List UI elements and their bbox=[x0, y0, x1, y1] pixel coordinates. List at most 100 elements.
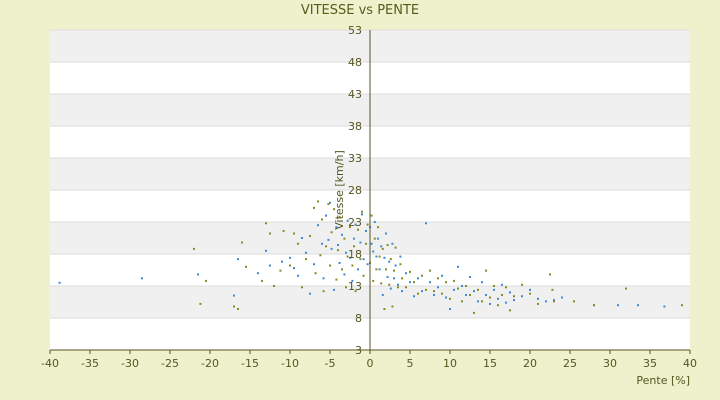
data-point-olive bbox=[593, 304, 595, 307]
y-tick-label: 18 bbox=[348, 248, 362, 261]
data-point-olive bbox=[297, 242, 299, 245]
data-point-olive bbox=[313, 206, 315, 209]
data-point-blue bbox=[388, 260, 391, 263]
data-point-olive bbox=[453, 279, 455, 282]
x-tick-label: 20 bbox=[523, 357, 537, 370]
data-point-olive bbox=[338, 215, 341, 218]
data-point-blue bbox=[357, 268, 359, 271]
data-point-blue bbox=[421, 290, 423, 293]
data-point-blue bbox=[197, 273, 199, 276]
data-point-olive bbox=[321, 218, 323, 221]
data-point-olive bbox=[193, 247, 195, 250]
data-point-olive bbox=[349, 226, 351, 229]
data-point-olive bbox=[625, 287, 627, 290]
data-point-olive bbox=[333, 208, 335, 211]
data-point-blue bbox=[359, 241, 362, 244]
data-point-blue bbox=[397, 283, 399, 286]
data-point-blue bbox=[441, 274, 443, 277]
data-point-olive bbox=[417, 292, 419, 295]
data-point-olive bbox=[330, 231, 333, 234]
data-point-blue bbox=[537, 297, 539, 300]
data-point-blue bbox=[425, 222, 427, 225]
data-point-olive bbox=[457, 287, 459, 290]
data-point-blue bbox=[343, 273, 346, 276]
data-point-olive bbox=[205, 279, 207, 282]
x-tick-label: -30 bbox=[121, 357, 139, 370]
data-point-blue bbox=[433, 293, 435, 296]
y-tick-label: 8 bbox=[355, 312, 362, 325]
x-tick-label: 35 bbox=[643, 357, 657, 370]
data-point-blue bbox=[453, 288, 455, 291]
data-point-blue bbox=[317, 224, 319, 227]
data-point-olive bbox=[388, 283, 391, 286]
data-point-blue bbox=[505, 301, 507, 304]
data-point-olive bbox=[372, 279, 375, 282]
data-point-blue bbox=[417, 277, 419, 280]
data-point-blue bbox=[429, 281, 431, 284]
data-point-blue bbox=[617, 304, 619, 307]
data-point-olive bbox=[573, 300, 575, 303]
data-point-olive bbox=[401, 277, 403, 280]
data-point-olive bbox=[394, 246, 397, 249]
data-point-olive bbox=[449, 297, 451, 300]
data-point-olive bbox=[397, 286, 399, 289]
data-point-blue bbox=[325, 214, 327, 217]
data-point-olive bbox=[501, 293, 503, 296]
x-tick-label: -25 bbox=[161, 357, 179, 370]
data-point-blue bbox=[333, 288, 335, 291]
data-point-blue bbox=[457, 265, 459, 268]
data-point-olive bbox=[341, 268, 343, 271]
data-point-blue bbox=[345, 251, 347, 254]
data-point-olive bbox=[481, 300, 483, 303]
data-point-blue bbox=[141, 277, 143, 280]
data-point-blue bbox=[346, 219, 349, 222]
data-point-blue bbox=[313, 263, 315, 266]
data-point-blue bbox=[349, 256, 351, 259]
data-point-blue bbox=[663, 305, 666, 308]
data-point-blue bbox=[269, 264, 271, 267]
data-point-olive bbox=[413, 281, 415, 284]
data-point-blue bbox=[375, 255, 378, 258]
data-point-olive bbox=[375, 268, 378, 271]
data-point-blue bbox=[329, 201, 331, 204]
data-point-olive bbox=[365, 242, 367, 245]
data-point-olive bbox=[445, 281, 447, 284]
data-point-blue bbox=[561, 296, 563, 299]
data-point-blue bbox=[381, 293, 384, 296]
data-point-olive bbox=[497, 304, 499, 307]
x-tick-label: 5 bbox=[407, 357, 414, 370]
data-point-olive bbox=[521, 283, 523, 286]
data-point-olive bbox=[309, 235, 311, 238]
data-point-olive bbox=[282, 229, 285, 232]
data-point-olive bbox=[493, 285, 495, 287]
data-point-olive bbox=[469, 293, 471, 296]
data-point-blue bbox=[477, 300, 479, 303]
data-point-olive bbox=[441, 292, 443, 295]
data-point-olive bbox=[359, 258, 362, 261]
data-point-olive bbox=[393, 269, 395, 272]
data-point-olive bbox=[551, 288, 554, 291]
data-point-olive bbox=[477, 288, 479, 291]
data-point-olive bbox=[465, 285, 467, 287]
data-point-blue bbox=[405, 272, 407, 275]
data-point-blue bbox=[493, 288, 495, 291]
data-point-olive bbox=[433, 290, 435, 293]
y-tick-label: 13 bbox=[348, 280, 362, 293]
data-point-olive bbox=[269, 232, 271, 235]
data-point-blue bbox=[497, 297, 499, 300]
data-point-blue bbox=[289, 256, 291, 259]
data-point-blue bbox=[445, 296, 447, 299]
data-point-olive bbox=[279, 269, 282, 272]
data-point-blue bbox=[437, 286, 439, 289]
data-point-olive bbox=[319, 254, 322, 257]
y-tick-label: 23 bbox=[348, 216, 362, 229]
data-point-olive bbox=[473, 311, 475, 314]
data-point-olive bbox=[437, 277, 439, 280]
data-point-blue bbox=[513, 299, 515, 302]
data-point-blue bbox=[362, 258, 365, 261]
data-point-olive bbox=[389, 258, 392, 261]
data-point-olive bbox=[377, 226, 379, 229]
data-point-blue bbox=[380, 245, 383, 248]
data-point-olive bbox=[261, 279, 263, 282]
